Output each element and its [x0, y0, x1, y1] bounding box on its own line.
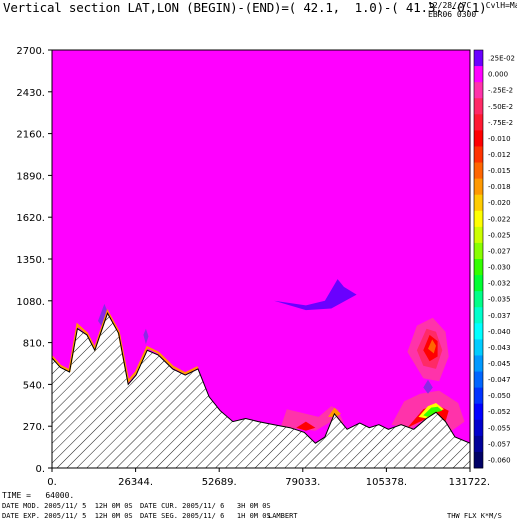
colorbar-label: -0.020: [488, 199, 511, 207]
x-tick-label: 52689.: [202, 477, 237, 488]
colorbar-label: -0.012: [488, 151, 511, 159]
y-tick-label: 270.: [23, 422, 45, 433]
date-mod-label: DATE MOD. 2005/11/ 5 12H 0M 0S: [2, 502, 133, 510]
field-units-label: THW FLX K*M/S: [447, 512, 502, 520]
colorbar-swatch: [474, 339, 483, 356]
colorbar-swatch: [474, 226, 483, 244]
y-tick-label: 1350.: [16, 255, 45, 266]
contour-blob: [328, 407, 341, 417]
colorbar-label: -0.043: [488, 344, 511, 352]
y-tick-label: 2430.: [16, 88, 45, 99]
y-tick-label: 1620.: [16, 213, 45, 224]
colorbar-label: -0.032: [488, 280, 511, 288]
contour-features: [98, 279, 465, 431]
colorbar-swatch: [474, 371, 483, 389]
date-seg-label: DATE SEG. 2005/11/ 6 1H 0M 0S: [140, 512, 271, 520]
x-axis: 0. 26344. 52689. 79033. 105378. 131722.: [47, 468, 490, 488]
colorbar-label: -0.052: [488, 408, 511, 416]
contour-blob: [296, 421, 316, 431]
colorbar-label: .25E-02: [488, 55, 515, 63]
colorbar-swatch: [474, 451, 483, 469]
colorbar-swatch: [474, 50, 483, 67]
colorbar-label: -0.055: [488, 424, 511, 432]
colorbar-label: -0.045: [488, 360, 511, 368]
chart-title: Vertical section LAT,LON (BEGIN)-(END)=(…: [3, 0, 487, 15]
colorbar-swatch: [474, 242, 483, 260]
contour-blob: [274, 279, 357, 311]
colorbar-label: -0.040: [488, 328, 511, 336]
colorbar-label: -0.035: [488, 296, 511, 304]
y-tick-label: 2160.: [16, 130, 45, 141]
colorbar-label: -0.015: [488, 167, 511, 175]
y-tick-label: 0.: [35, 464, 45, 475]
x-tick-label: 0.: [47, 477, 57, 488]
colorbar-swatch: [474, 275, 483, 292]
colorbar-swatch: [474, 435, 483, 453]
colorbar-swatch: [474, 210, 483, 228]
colorbar-swatch: [474, 387, 483, 405]
header-code-line-2: EBR06 0300: [428, 10, 477, 19]
colorbar-label: -0.047: [488, 376, 511, 384]
time-label: TIME = 64000.: [2, 491, 75, 500]
header-code-line-1: 12/28//7C CvlH=Mae: [428, 1, 517, 10]
colorbar-label: -0.027: [488, 247, 511, 255]
colorbar-label: -0.060: [488, 456, 511, 464]
x-tick-label: 26344.: [118, 477, 153, 488]
colorbar-swatch: [474, 98, 483, 115]
colorbar-label: -0.050: [488, 392, 511, 400]
x-tick-label: 131722.: [449, 477, 490, 488]
colorbar-swatch: [474, 194, 483, 212]
contour-blob: [143, 328, 149, 345]
terrain-fill: [52, 313, 470, 468]
colorbar-swatch: [474, 403, 483, 421]
contour-blob: [423, 406, 443, 417]
y-tick-label: 1080.: [16, 297, 45, 308]
colorbar-legend: .25E-02 0.000 -.25E-2 -.50E-2 -.75E-2 -0.010 -…: [473, 49, 515, 469]
y-tick-label: 2700.: [16, 46, 45, 57]
colorbar-swatch: [474, 130, 483, 147]
colorbar-label: -0.010: [488, 135, 511, 143]
colorbar-frame: [473, 49, 484, 469]
colorbar-label: -0.057: [488, 440, 511, 448]
x-tick-label: 105378.: [366, 477, 407, 488]
colorbar-swatch: [474, 259, 483, 276]
date-cur-label: DATE CUR. 2005/11/ 6 3H 0M 0S: [140, 502, 271, 510]
projection-label: LAMBERT: [268, 512, 298, 520]
colorbar-swatch: [474, 323, 483, 340]
colorbar-label: 0.000: [488, 71, 508, 79]
colorbar-label: -0.022: [488, 215, 511, 223]
y-tick-label: 1890.: [16, 171, 45, 182]
colorbar-label: -.75E-2: [488, 119, 513, 127]
x-tick-label: 79033.: [285, 477, 320, 488]
terrain-outline: [52, 311, 470, 444]
contour-blob: [428, 339, 436, 354]
contour-blob: [280, 406, 344, 431]
terrain-section: [52, 308, 470, 468]
colorbar-label: -0.037: [488, 312, 511, 320]
colorbar-label: -0.030: [488, 264, 511, 272]
colorbar-swatch: [474, 146, 483, 163]
colorbar-swatch: [474, 419, 483, 437]
date-exp-label: DATE EXP. 2005/11/ 5 12H 0M 0S: [2, 512, 133, 520]
colorbar-label: -.25E-2: [488, 87, 513, 95]
y-axis: 0. 270. 540. 810. 1080. 1350. 1620. 1890. 2160. 2…: [16, 46, 52, 475]
colorbar-swatch: [474, 178, 483, 196]
colorbar-swatch: [474, 307, 483, 324]
colorbar-label: -0.018: [488, 183, 511, 191]
y-tick-label: 540.: [23, 380, 45, 391]
colorbar-label: -.50E-2: [488, 103, 513, 111]
colorbar-swatch: [474, 162, 483, 180]
colorbar-label: -0.025: [488, 231, 511, 239]
colorbar-swatch: [474, 355, 483, 372]
colorbar-swatch: [474, 66, 483, 83]
y-tick-label: 810.: [23, 339, 45, 350]
contour-blob: [423, 379, 433, 394]
colorbar-swatch: [474, 114, 483, 131]
colorbar-swatch: [474, 291, 483, 308]
colorbar-swatch: [474, 82, 483, 99]
